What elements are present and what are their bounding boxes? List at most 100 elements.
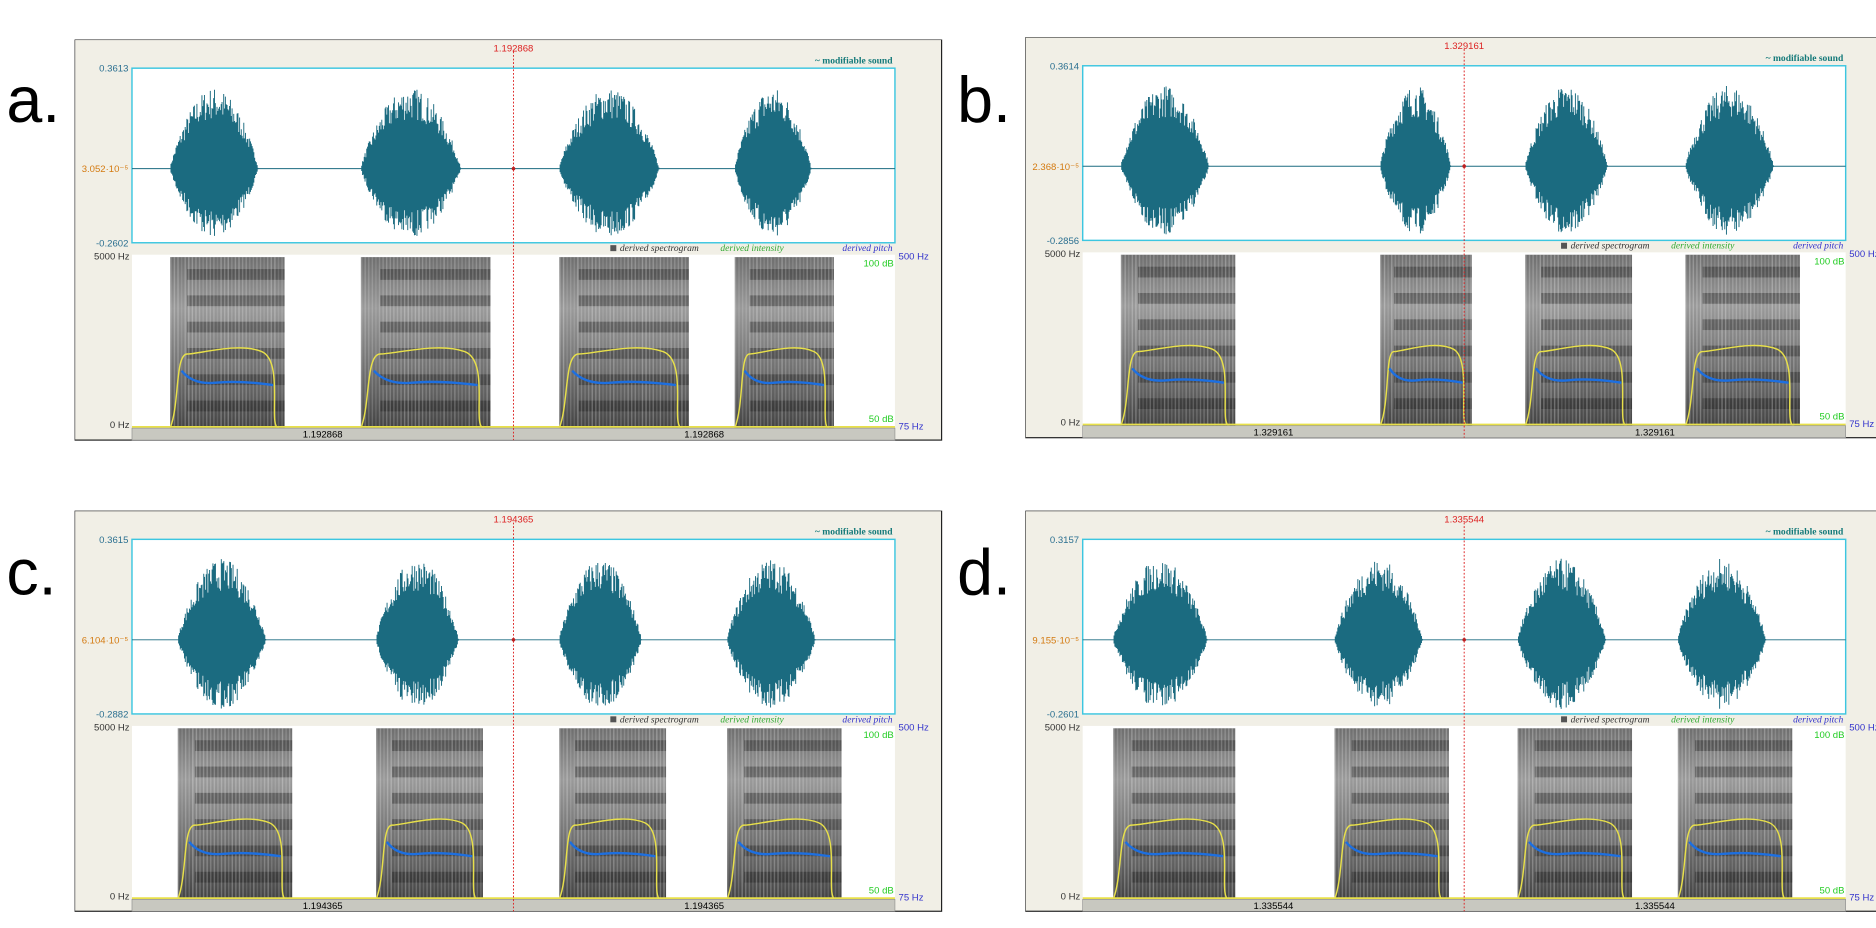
spectrogram-stripe (1696, 728, 1697, 899)
spectrogram-stripe (741, 728, 742, 899)
spectrogram-stripe (206, 728, 207, 899)
spectrogram-stripe (375, 257, 376, 428)
right-time: 1.192868 (684, 430, 724, 441)
spectrogram-stripe (1146, 728, 1147, 899)
right-time: 1.329161 (1635, 427, 1675, 438)
intensity-top: 100 dB (863, 259, 893, 270)
spectrogram-stripe (196, 728, 197, 899)
freq-bottom: 0 Hz (110, 891, 130, 902)
spectrogram-stripe (759, 728, 760, 899)
spectrogram-stripe (609, 728, 610, 899)
spectrogram-stripe (372, 257, 373, 428)
spectrogram-stripe (285, 728, 286, 899)
formant-band (1132, 740, 1236, 751)
spectrogram-stripe (1132, 255, 1133, 426)
spectrogram-stripe (1410, 728, 1411, 899)
intensity-bottom: 50 dB (1820, 412, 1845, 423)
spectrogram-stripe (820, 728, 821, 899)
spectrogram-stripe (411, 257, 412, 428)
cursor-time: 1.192868 (494, 43, 534, 54)
spectrogram-stripe (393, 257, 394, 428)
spectrogram-stripe (1735, 728, 1736, 899)
spectrogram-stripe (1586, 255, 1587, 426)
spectrogram-stripe (1540, 255, 1541, 426)
spectrogram-stripe (281, 257, 282, 428)
spectrogram-stripe (1618, 728, 1619, 899)
spectrogram-stripe (799, 728, 800, 899)
spectrogram-stripe (1214, 255, 1215, 426)
intensity-bottom: 50 dB (869, 414, 894, 425)
spectrogram-stripe (1228, 728, 1229, 899)
spectrogram-stripe (1150, 255, 1151, 426)
spectrogram-stripe (602, 728, 603, 899)
spectrogram-stripe (1391, 255, 1392, 426)
spectrogram-stripe (1214, 728, 1215, 899)
spectrogram-stripe (559, 257, 560, 428)
spectrogram-stripe (774, 257, 775, 428)
spectrogram-stripe (824, 728, 825, 899)
spectrogram-stripe (368, 257, 369, 428)
spectrogram-stripe (1395, 255, 1396, 426)
spectrogram-stripe (1385, 728, 1386, 899)
legend-spectrogram: derived spectrogram (1571, 714, 1650, 725)
spectrogram-stripe (1728, 728, 1729, 899)
spectrogram-stripe (1539, 728, 1540, 899)
spectrogram-stripe (181, 257, 182, 428)
spectrogram-stripe (663, 728, 664, 899)
spectrogram-stripe (1409, 255, 1410, 426)
spectrogram-stripe (1626, 255, 1627, 426)
spectrogram-stripe (1217, 728, 1218, 899)
spectrogram-stripe (735, 257, 736, 428)
spectrogram-stripe (803, 257, 804, 428)
panel-label: a. (6, 64, 60, 136)
praat-panel: 1.1943650.36156.104·10⁻⁵-0.28821.1943651… (75, 511, 942, 912)
spectrogram-stripe (1185, 255, 1186, 426)
spectrogram-stripe (246, 728, 247, 899)
spectrogram-stripe (1232, 255, 1233, 426)
spectrogram-stripe (1724, 728, 1725, 899)
spectrogram-stripe (817, 728, 818, 899)
spectrogram-stripe (570, 257, 571, 428)
spectrogram-stripe (1547, 255, 1548, 426)
spectrogram-stripe (436, 257, 437, 428)
spectrogram-stripe (727, 728, 728, 899)
spectrogram-stripe (1760, 728, 1761, 899)
spectrogram-stripe (1707, 255, 1708, 426)
spectrogram-stripe (1614, 728, 1615, 899)
spectrogram-stripe (613, 728, 614, 899)
spectrogram-stripe (408, 728, 409, 899)
spectrogram-stripe (1558, 255, 1559, 426)
left-time: 1.192868 (303, 430, 343, 441)
spectrogram-stripe (1196, 728, 1197, 899)
spectrogram-stripe (1568, 255, 1569, 426)
spectrogram-stripe (235, 257, 236, 428)
spectrogram-stripe (1532, 255, 1533, 426)
spectrogram-stripe (382, 257, 383, 428)
freq-bottom: 0 Hz (1061, 891, 1081, 902)
spectrogram-stripe (595, 728, 596, 899)
figure: 1.1928680.36133.052·10⁻⁵-0.26021.1928681… (0, 0, 1876, 928)
spectrogram-stripe (451, 257, 452, 428)
spectrogram-stripe (184, 257, 185, 428)
spectrogram-stripe (199, 257, 200, 428)
spectrogram-stripe (214, 728, 215, 899)
spectrogram-stripe (242, 257, 243, 428)
spectrogram-stripe (645, 728, 646, 899)
spectrogram-stripe (627, 257, 628, 428)
spectrogram-stripe (617, 257, 618, 428)
spectrogram-stripe (228, 728, 229, 899)
spectrogram-stripe (1775, 255, 1776, 426)
spectrogram-stripe (235, 728, 236, 899)
spectrogram-stripe (1739, 255, 1740, 426)
spectrogram-stripe (1120, 728, 1121, 899)
spectrogram-stripe (455, 728, 456, 899)
spectrogram-stripe (423, 728, 424, 899)
spectrogram-stripe (1754, 255, 1755, 426)
legend-pitch: derived pitch (1793, 714, 1843, 725)
spectrogram-stripe (454, 257, 455, 428)
spectrogram-stripe (220, 257, 221, 428)
spectrogram-stripe (1387, 255, 1388, 426)
spectrogram-stripe (232, 728, 233, 899)
spectrogram-stripe (1565, 255, 1566, 426)
spectrogram-stripe (1629, 728, 1630, 899)
